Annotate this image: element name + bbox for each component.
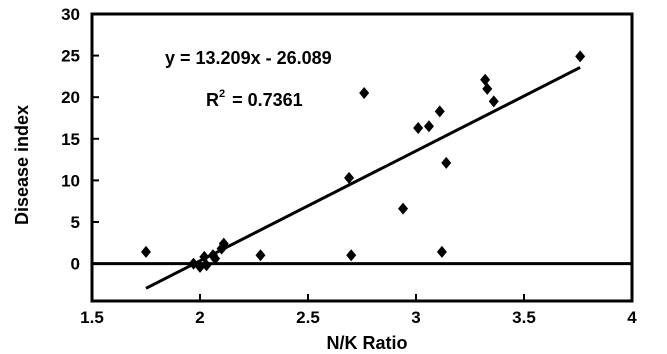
x-tick-label: 2 (195, 308, 204, 327)
data-point (488, 95, 499, 108)
data-point (195, 260, 205, 273)
x-axis-ticks: 1.5 2 2.5 3 3.5 4 (80, 294, 637, 327)
plot-frame (90, 12, 634, 303)
data-point (436, 245, 447, 258)
data-point (344, 171, 355, 184)
data-point (255, 249, 266, 262)
r2-value: = 0.7361 (232, 90, 303, 110)
r2-annotation: R2 = 0.7361 (206, 88, 303, 110)
y-tick-label: 30 (61, 5, 80, 24)
y-tick-label: 25 (61, 47, 80, 66)
data-point (398, 202, 409, 215)
data-point (346, 249, 357, 262)
r2-superscript: 2 (219, 88, 225, 100)
x-tick-label: 3.5 (512, 308, 536, 327)
data-point (480, 73, 491, 86)
y-tick-label: 15 (61, 130, 80, 149)
data-point (423, 120, 434, 133)
trend-line (145, 66, 581, 290)
x-axis-title: N/K Ratio (327, 333, 408, 353)
data-point (359, 87, 370, 100)
x-tick-label: 1.5 (80, 308, 104, 327)
y-tick-label: 10 (61, 171, 80, 190)
equation-annotation: y = 13.209x - 26.089 (165, 48, 332, 68)
data-point (141, 245, 151, 258)
x-tick-label: 4 (627, 308, 637, 327)
data-point (441, 156, 452, 169)
data-points (141, 50, 586, 273)
y-tick-label: 5 (71, 213, 80, 232)
data-point (413, 121, 424, 134)
y-tick-label: 0 (71, 255, 80, 274)
data-point (482, 82, 493, 95)
r2-label: R (206, 90, 219, 110)
x-tick-label: 2.5 (296, 308, 320, 327)
y-tick-label: 20 (61, 88, 80, 107)
data-point (201, 259, 212, 272)
y-axis-ticks: 0 5 10 15 20 25 30 (61, 5, 99, 274)
y-axis-title: Disease index (12, 105, 32, 225)
x-tick-label: 3 (411, 308, 420, 327)
data-point (575, 50, 586, 63)
data-point (218, 237, 229, 250)
data-point (210, 252, 221, 265)
data-point (434, 105, 445, 118)
